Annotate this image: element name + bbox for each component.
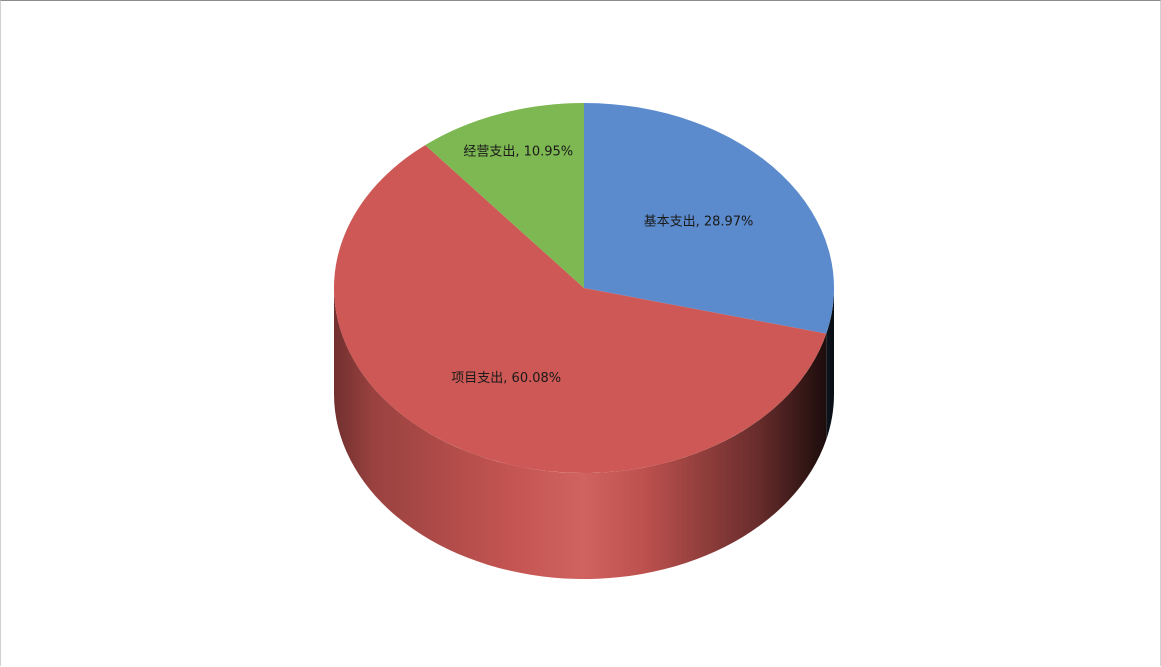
pie-side-0 bbox=[826, 288, 834, 440]
pie-side-wall bbox=[334, 288, 834, 580]
data-label-1: 项目支出, 60.08% bbox=[451, 371, 561, 386]
pie-slice-1 bbox=[334, 145, 827, 473]
pie-slice-2 bbox=[425, 103, 584, 288]
pie-side-1 bbox=[334, 288, 827, 580]
pie-top-face bbox=[334, 103, 835, 473]
pie-slice-0 bbox=[584, 103, 835, 334]
data-label-2: 经营支出, 10.95% bbox=[463, 145, 573, 160]
data-label-0: 基本支出, 28.97% bbox=[644, 215, 754, 230]
data-labels: 基本支出, 28.97% 项目支出, 60.08% 经营支出, 10.95% bbox=[451, 145, 753, 386]
